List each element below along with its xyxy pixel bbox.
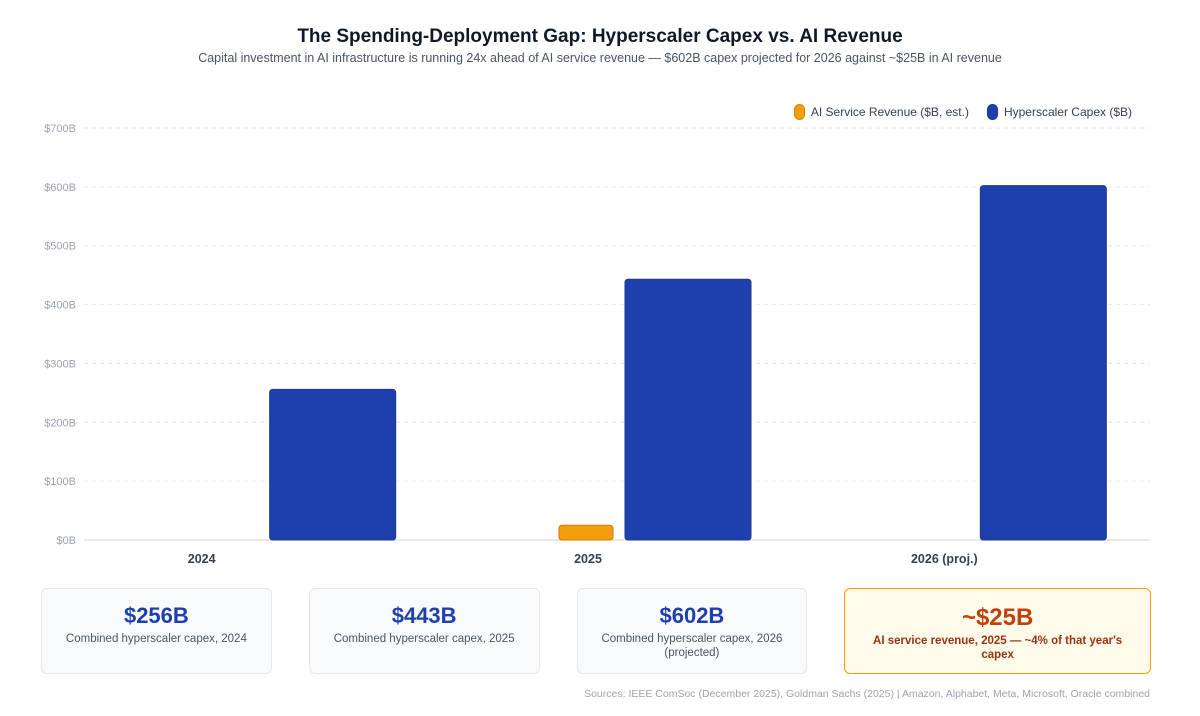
card-label: AI service revenue, 2025 — ~4% of that y… xyxy=(873,635,1123,661)
y-tick-label: $500B xyxy=(44,241,76,253)
bar-capex-2026 (proj.) xyxy=(979,185,1107,541)
x-tick-label: 2026 (proj.) xyxy=(911,552,978,566)
bar-chart: $0B $100B $200B $300B $400B $500B $600B $700B 20… xyxy=(44,123,1150,566)
y-tick-label: $300B xyxy=(44,358,76,370)
legend-swatch-capex xyxy=(986,104,998,120)
card-value: $256B xyxy=(123,603,189,628)
bar-revenue-2025 xyxy=(558,524,614,541)
summary-card-revenue: ~$25B AI service revenue, 2025 — ~4% of … xyxy=(844,588,1151,674)
card-label: Combined hyperscaler capex, 2026 (projec… xyxy=(601,633,783,659)
source-note: Sources: IEEE ComSoc (December 2025), Go… xyxy=(584,688,1150,700)
legend-label-capex: Hyperscaler Capex ($B) xyxy=(1003,105,1132,119)
legend-item-revenue[interactable]: AI Service Revenue ($B, est.) xyxy=(793,104,969,120)
summary-card-2024: $256B Combined hyperscaler capex, 2024 xyxy=(41,588,272,674)
y-tick-label: $0B xyxy=(56,535,76,547)
summary-card-2026: $602B Combined hyperscaler capex, 2026 (… xyxy=(576,588,808,674)
y-tick-label: $600B xyxy=(44,182,76,194)
summary-cards: $256B Combined hyperscaler capex, 2024 $… xyxy=(41,588,1151,674)
chart-title: The Spending-Deployment Gap: Hyperscaler… xyxy=(297,26,903,47)
y-tick-label: $700B xyxy=(44,123,76,135)
card-value: $443B xyxy=(391,603,457,628)
legend-label-revenue: AI Service Revenue ($B, est.) xyxy=(810,105,969,119)
card-value: $602B xyxy=(659,603,725,628)
bar-capex-2025 xyxy=(624,278,752,541)
y-tick-label: $200B xyxy=(44,417,76,429)
y-tick-label: $100B xyxy=(44,476,76,488)
legend-item-capex[interactable]: Hyperscaler Capex ($B) xyxy=(986,104,1132,120)
chart-subtitle: Capital investment in AI infrastructure … xyxy=(198,51,1002,65)
y-tick-label: $400B xyxy=(44,300,76,312)
legend: AI Service Revenue ($B, est.) Hyperscale… xyxy=(793,104,1132,120)
legend-swatch-revenue xyxy=(793,104,805,120)
bar-capex-2024 xyxy=(269,388,397,541)
x-tick-label: 2025 xyxy=(574,552,602,566)
card-label: Combined hyperscaler capex, 2025 xyxy=(333,633,515,645)
card-value: ~$25B xyxy=(961,604,1034,631)
summary-card-2025: $443B Combined hyperscaler capex, 2025 xyxy=(308,588,540,674)
x-tick-label: 2024 xyxy=(188,552,216,566)
card-label: Combined hyperscaler capex, 2024 xyxy=(65,633,247,645)
